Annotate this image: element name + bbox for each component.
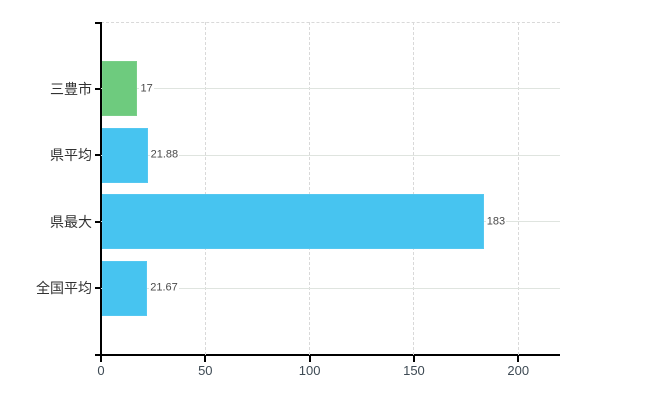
bar-value-label: 183 — [485, 215, 507, 228]
x-tick-label: 200 — [507, 363, 530, 378]
v-gridline — [204, 22, 206, 355]
category-label: 県最大 — [50, 213, 92, 230]
x-axis-line — [95, 354, 560, 356]
x-axis-tick — [308, 356, 311, 362]
x-tick-label: 0 — [97, 363, 105, 378]
category-tick — [95, 87, 101, 90]
x-axis-tick — [204, 356, 207, 362]
y-axis-top-tick — [95, 22, 101, 24]
bar — [102, 194, 484, 250]
h-gridline — [101, 88, 560, 90]
category-label: 全国平均 — [36, 280, 92, 297]
x-tick-label: 50 — [198, 363, 213, 378]
category-tick — [95, 287, 101, 290]
category-label: 県平均 — [50, 147, 92, 164]
bar-value-label: 21.88 — [149, 148, 180, 161]
bar — [102, 61, 138, 117]
x-axis-tick — [100, 356, 102, 362]
v-gridline — [517, 22, 519, 355]
category-label: 三豊市 — [50, 80, 92, 97]
bar-value-label: 21.67 — [149, 281, 179, 294]
category-tick — [95, 220, 101, 223]
x-axis-tick — [412, 356, 415, 362]
v-gridline — [309, 22, 311, 355]
x-tick-label: 100 — [298, 363, 321, 378]
bar — [102, 127, 148, 183]
x-axis-tick — [517, 356, 520, 362]
bar — [102, 260, 148, 316]
y-axis-line — [100, 22, 102, 356]
plot-top-border — [101, 22, 560, 23]
v-gridline — [413, 22, 415, 355]
h-gridline — [101, 287, 560, 289]
bar-value-label: 17 — [139, 82, 154, 95]
x-tick-label: 150 — [403, 363, 425, 378]
category-tick — [95, 154, 101, 157]
h-gridline — [101, 154, 560, 156]
